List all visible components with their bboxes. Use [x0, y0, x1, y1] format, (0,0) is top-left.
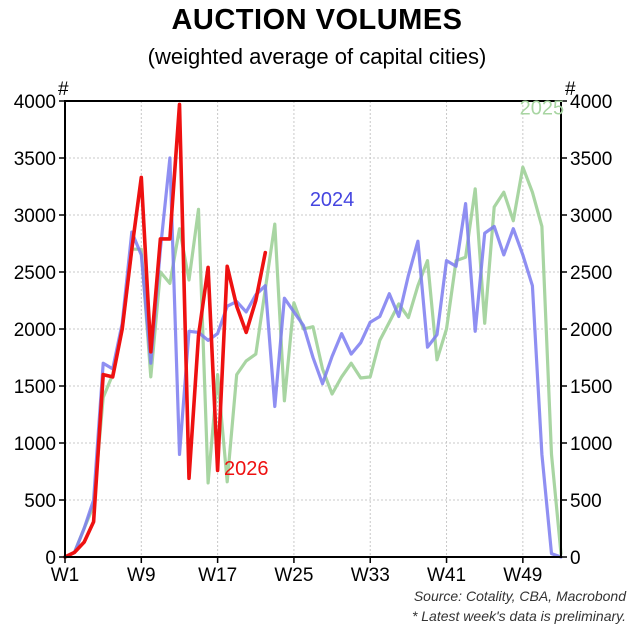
- y-tick-label-right: 2500: [570, 263, 612, 284]
- source-note: Source: Cotality, CBA, Macrobond * Lates…: [412, 586, 626, 626]
- y-tick-label-right: 1500: [570, 377, 612, 398]
- series-label-2024: 2024: [310, 189, 355, 211]
- x-tick-label: W9: [127, 565, 156, 586]
- y-tick-label-left: 4000: [14, 92, 56, 113]
- right-axis-unit: #: [565, 79, 576, 100]
- y-tick-label-left: 1500: [14, 377, 56, 398]
- chart-subtitle: (weighted average of capital cities): [147, 44, 487, 69]
- y-tick-label-right: 0: [570, 548, 581, 569]
- y-tick-label-left: 0: [45, 548, 56, 569]
- source-text: Source: Cotality, CBA, Macrobond: [413, 588, 626, 604]
- series-label-2025: 2025: [520, 98, 565, 120]
- axis-ticks: 0 0 500 500 1000 1000 1500 1500 2000 2000 2500 2500…: [14, 92, 613, 586]
- y-tick-label-left: 3500: [14, 149, 56, 170]
- y-tick-label-left: 2000: [14, 320, 56, 341]
- x-tick-label: W49: [503, 565, 542, 586]
- y-tick-label-left: 500: [24, 491, 56, 512]
- series-line-2024: [63, 156, 563, 559]
- left-axis-unit: #: [58, 79, 69, 100]
- y-tick-label-right: 3000: [570, 206, 612, 227]
- y-tick-label-right: 3500: [570, 149, 612, 170]
- x-tick-label: W25: [274, 565, 313, 586]
- series-label-2026: 2026: [224, 458, 269, 480]
- y-tick-label-right: 2000: [570, 320, 612, 341]
- series-lines: [63, 102, 563, 559]
- x-tick-label: W1: [51, 565, 80, 586]
- chart-title: AUCTION VOLUMES: [171, 4, 463, 36]
- y-tick-label-right: 1000: [570, 434, 612, 455]
- preliminary-note: * Latest week's data is preliminary.: [411, 608, 626, 624]
- y-tick-label-left: 2500: [14, 263, 56, 284]
- x-tick-label: W33: [351, 565, 390, 586]
- y-tick-label-left: 3000: [14, 206, 56, 227]
- x-tick-label: W41: [427, 565, 466, 586]
- y-tick-label-right: 4000: [570, 92, 612, 113]
- y-tick-label-left: 1000: [14, 434, 56, 455]
- y-tick-label-right: 500: [570, 491, 602, 512]
- x-tick-label: W17: [198, 565, 237, 586]
- series-labels: 2025 2024 2026: [224, 98, 564, 480]
- series-line-2026: [63, 102, 268, 559]
